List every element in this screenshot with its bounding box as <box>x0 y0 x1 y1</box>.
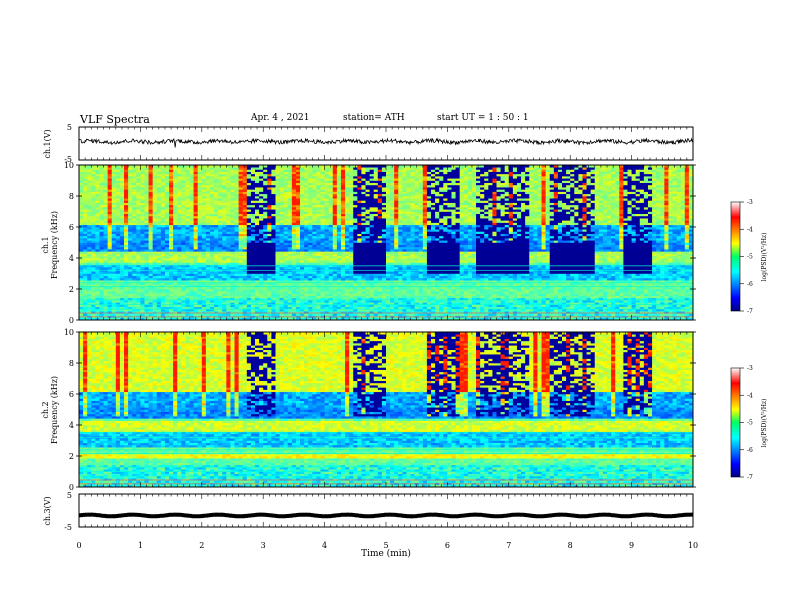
ch2-freq-tick-2: 2 <box>69 452 74 461</box>
ch2-colorbar-label: log(PSD)(V²/Hz) <box>761 399 768 448</box>
ch1-freq-tick-4: 4 <box>69 254 74 263</box>
ch1-spectrogram-panel: 0 2 4 6 8 10 ch.1 Frequency (kHz) <box>41 161 696 325</box>
ch1-freq-tick-10: 10 <box>64 161 74 170</box>
ch1-freq-tick-0: 0 <box>69 316 74 325</box>
ch1-freq-tick-8: 8 <box>69 192 74 201</box>
start-ut-label: start UT = 1 : 50 : 1 <box>437 113 529 123</box>
ch1-ytick-top: 5 <box>67 123 72 132</box>
time-axis-label: Time (min) <box>361 548 411 559</box>
ch1-colorbar-tick--4: -4 <box>747 226 753 233</box>
ch3-waveform-panel: 5 -5 ch.3(V) <box>43 491 694 532</box>
ch2-spectrogram-heatmap <box>79 332 694 488</box>
time-tick-4: 4 <box>322 541 327 550</box>
ch1-spectrogram-heatmap <box>79 165 694 321</box>
ch1-colorbar-tick--3: -3 <box>747 199 753 206</box>
time-axis: 0 1 2 3 4 5 6 7 8 9 10 <box>76 541 698 550</box>
ch1-ytick-bottom: -5 <box>64 155 72 164</box>
ch2-channel-label: ch.2 <box>41 401 50 418</box>
ch1-freq-tick-2: 2 <box>69 285 74 294</box>
ch2-colorbar-tick--6: -6 <box>747 447 753 454</box>
ch1-freq-tick-6: 6 <box>69 223 74 232</box>
ch2-colorbar-tick--5: -5 <box>747 420 753 427</box>
time-tick-7: 7 <box>506 541 511 550</box>
ch1-waveform-panel: 5 -5 ch.1(V) <box>43 123 694 164</box>
ch2-frequency-ylabel: Frequency (kHz) <box>50 376 59 444</box>
time-tick-2: 2 <box>199 541 204 550</box>
ch2-freq-tick-6: 6 <box>69 390 74 399</box>
ch2-freq-tick-8: 8 <box>69 359 74 368</box>
ch1-frequency-ylabel: Frequency (kHz) <box>50 211 59 279</box>
station-label: station= ATH <box>343 113 405 123</box>
ch1-waveform-trace <box>79 137 693 148</box>
recording-date: Apr. 4 , 2021 <box>251 113 310 123</box>
ch1-waveform-ylabel: ch.1(V) <box>43 129 52 158</box>
ch2-freq-tick-0: 0 <box>69 483 74 492</box>
ch2-colorbar-tick--4: -4 <box>747 392 753 399</box>
ch3-ytick-top: 5 <box>67 491 72 500</box>
ch1-colorbar: -3 -4 -5 -6 -7 log(PSD)(V²/Hz) <box>730 199 768 315</box>
ch3-waveform-trace <box>79 512 693 519</box>
time-tick-6: 6 <box>445 541 450 550</box>
ch3-ytick-bottom: -5 <box>64 523 72 532</box>
time-tick-3: 3 <box>261 541 266 550</box>
time-tick-1: 1 <box>138 541 143 550</box>
ch1-channel-label: ch.1 <box>41 236 50 253</box>
ch2-freq-tick-4: 4 <box>69 421 74 430</box>
time-tick-0: 0 <box>76 541 81 550</box>
ch3-waveform-ylabel: ch.3(V) <box>43 496 52 525</box>
ch2-colorbar: -3 -4 -5 -6 -7 log(PSD)(V²/Hz) <box>730 365 768 481</box>
ch1-colorbar-label: log(PSD)(V²/Hz) <box>761 233 768 282</box>
ch1-colorbar-tick--5: -5 <box>747 254 753 261</box>
ch2-spectrogram-panel: 0 2 4 6 8 10 ch.2 Frequency (kHz) <box>41 328 696 492</box>
time-tick-5: 5 <box>383 541 388 550</box>
ch1-colorbar-tick--6: -6 <box>747 281 753 288</box>
ch2-colorbar-tick--7: -7 <box>747 474 753 481</box>
time-tick-9: 9 <box>629 541 634 550</box>
time-tick-10: 10 <box>688 541 698 550</box>
chart-title: VLF Spectra <box>80 113 150 126</box>
time-tick-8: 8 <box>568 541 573 550</box>
ch1-colorbar-tick--7: -7 <box>747 308 753 315</box>
ch2-freq-tick-10: 10 <box>64 328 74 337</box>
ch2-colorbar-tick--3: -3 <box>747 365 753 372</box>
